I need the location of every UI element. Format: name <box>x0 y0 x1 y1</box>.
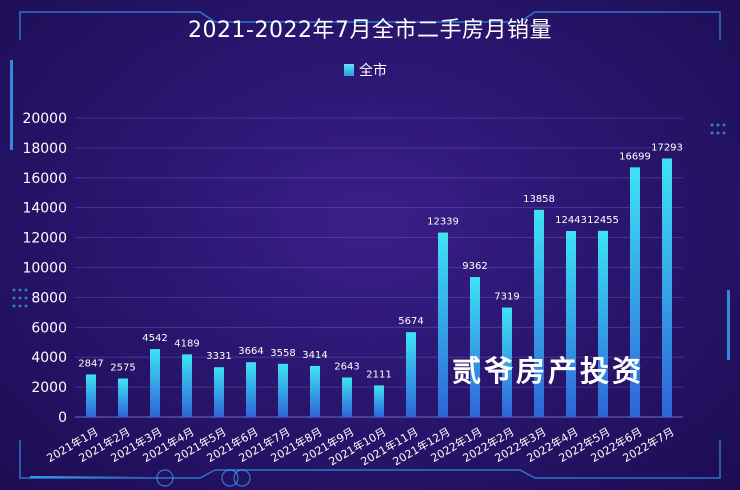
watermark-text: 贰爷房产投资 <box>452 354 645 388</box>
y-tick-label: 18000 <box>22 141 67 157</box>
grid-lines <box>75 117 683 418</box>
bar[interactable] <box>86 374 96 417</box>
data-labels: 2847 2575 4542 4189 3331 3664 3558 3414 2643 2111… <box>78 142 683 380</box>
x-axis: 2021年1月2021年2月2021年3月2021年4月2021年5月2021年… <box>44 424 676 468</box>
data-label: 2111 <box>366 369 391 380</box>
bar[interactable] <box>662 158 672 417</box>
data-label: 9362 <box>462 261 487 272</box>
data-label: 3664 <box>238 346 263 357</box>
y-tick-label: 8000 <box>31 290 67 306</box>
bar[interactable] <box>150 349 160 417</box>
bar[interactable] <box>534 209 544 417</box>
y-tick-label: 10000 <box>22 261 67 277</box>
bar[interactable] <box>214 367 224 417</box>
y-tick-label: 20000 <box>22 111 67 127</box>
bar[interactable] <box>598 230 608 417</box>
data-label: 13858 <box>523 194 555 205</box>
data-label: 2643 <box>334 361 359 372</box>
data-label: 4542 <box>142 333 167 344</box>
chart-title: 2021-2022年7月全市二手房月销量 <box>188 18 552 43</box>
data-label: 3331 <box>206 351 231 362</box>
bar[interactable] <box>118 378 128 417</box>
bar[interactable] <box>374 385 384 417</box>
bars <box>86 158 672 417</box>
legend-label: 全市 <box>359 63 387 79</box>
data-label: 2847 <box>78 358 103 369</box>
bar[interactable] <box>502 307 512 417</box>
bar[interactable] <box>246 362 256 417</box>
y-tick-label: 14000 <box>22 201 67 217</box>
y-tick-label: 4000 <box>31 350 67 366</box>
chart-legend[interactable]: 全市 <box>344 60 387 80</box>
bar[interactable] <box>182 354 192 417</box>
bar[interactable] <box>342 377 352 417</box>
data-label: 4189 <box>174 338 199 349</box>
y-tick-label: 16000 <box>22 171 67 187</box>
y-tick-label: 12000 <box>22 231 67 247</box>
y-tick-label: 2000 <box>31 380 67 396</box>
bar[interactable] <box>566 230 576 417</box>
data-label: 7319 <box>494 292 519 303</box>
y-axis: 0 2000 4000 6000 8000 10000 12000 14000 16000 180… <box>22 111 67 426</box>
bar[interactable] <box>470 277 480 417</box>
data-label: 5674 <box>398 316 423 327</box>
bar[interactable] <box>630 167 640 417</box>
y-tick-label: 0 <box>58 410 67 426</box>
y-tick-label: 6000 <box>31 320 67 336</box>
data-label: 12455 <box>587 215 619 226</box>
data-label: 3414 <box>302 350 327 361</box>
data-label: 3558 <box>270 348 295 359</box>
bar[interactable] <box>278 363 288 417</box>
bar[interactable] <box>438 232 448 417</box>
data-label: 12339 <box>427 217 459 228</box>
bar[interactable] <box>310 365 320 417</box>
bar[interactable] <box>406 332 416 417</box>
data-label: 17293 <box>651 142 683 153</box>
data-label: 12443 <box>555 215 587 226</box>
data-label: 16699 <box>619 151 651 162</box>
legend-swatch <box>344 64 354 76</box>
data-label: 2575 <box>110 363 135 374</box>
